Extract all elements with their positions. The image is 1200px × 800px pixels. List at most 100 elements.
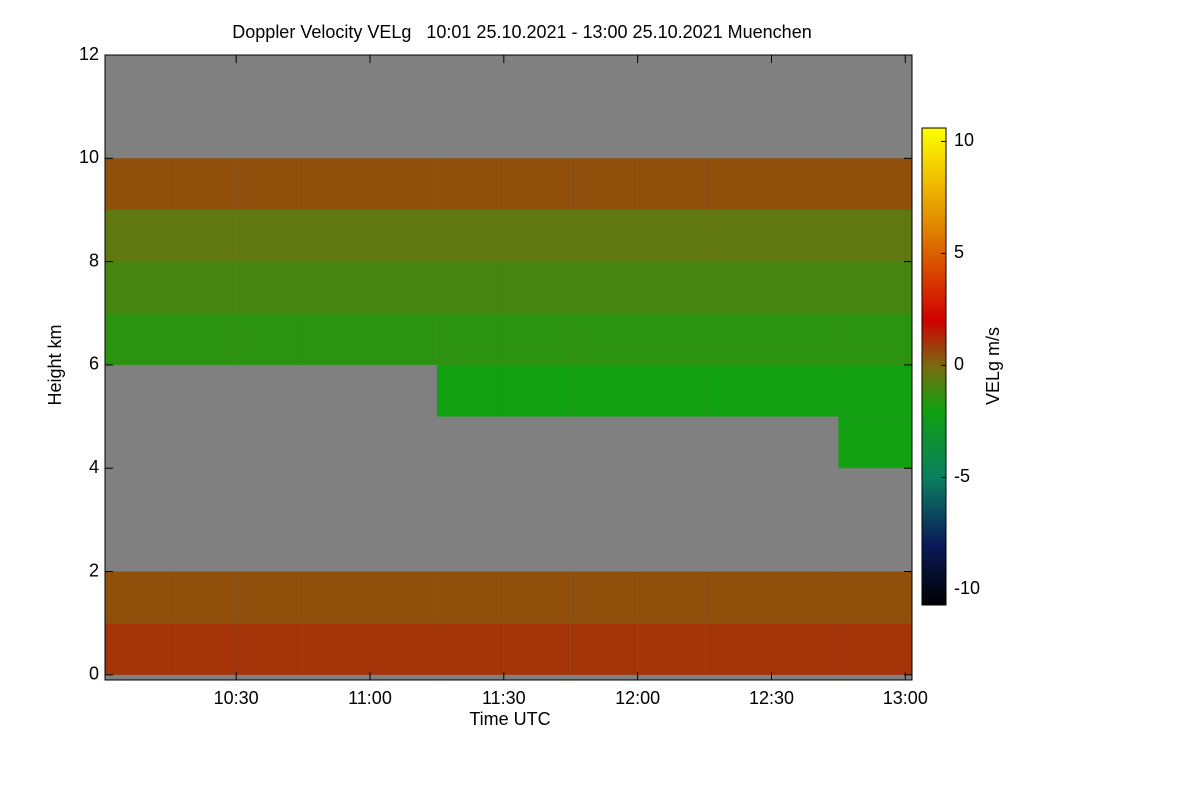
- heatmap-cell: [771, 623, 839, 675]
- heatmap-cell: [436, 158, 504, 210]
- colorbar-label: VELg m/s: [983, 327, 1003, 405]
- heatmap-cell: [838, 364, 912, 417]
- heatmap-cell: [169, 209, 237, 262]
- heatmap-cell: [637, 261, 705, 314]
- heatmap-cell: [369, 623, 437, 675]
- heatmap-cell: [169, 158, 237, 210]
- y-tick-label: 2: [89, 560, 99, 580]
- heatmap-cell: [704, 571, 772, 624]
- heatmap-cell: [369, 158, 437, 210]
- heatmap-cell: [369, 313, 437, 365]
- heatmap-cell: [169, 571, 237, 624]
- heatmap-cell: [771, 209, 839, 262]
- heatmap-cell: [436, 313, 504, 365]
- heatmap-cell: [303, 623, 370, 675]
- x-axis-label: Time UTC: [469, 709, 550, 729]
- heatmap-cell: [369, 209, 437, 262]
- heatmap-cell: [637, 158, 705, 210]
- heatmap-cell: [503, 158, 571, 210]
- heatmap-cell: [303, 261, 370, 314]
- heatmap-cell: [838, 416, 912, 469]
- y-tick-label: 4: [89, 457, 99, 477]
- heatmap-cell: [303, 158, 370, 210]
- heatmap-cell: [704, 364, 772, 417]
- heatmap-cell: [236, 571, 304, 624]
- heatmap-cell: [105, 313, 170, 365]
- heatmap-cell: [236, 261, 304, 314]
- heatmap-cell: [105, 209, 170, 262]
- heatmap-cell: [637, 364, 705, 417]
- y-tick-label: 0: [89, 664, 99, 684]
- heatmap-cell: [503, 313, 571, 365]
- colorbar-tick-label: -5: [954, 466, 970, 486]
- heatmap-cell: [771, 313, 839, 365]
- x-tick-label: 12:30: [749, 688, 794, 708]
- y-axis-label: Height km: [45, 324, 65, 405]
- heatmap-cell: [105, 158, 170, 210]
- x-tick-label: 11:30: [482, 688, 526, 708]
- heatmap-cell: [637, 209, 705, 262]
- heatmap-cell: [169, 313, 237, 365]
- heatmap-cell: [838, 209, 912, 262]
- heatmap-cell: [704, 158, 772, 210]
- heatmap-cell: [704, 623, 772, 675]
- heatmap-cell: [436, 623, 504, 675]
- heatmap-cell: [105, 571, 170, 624]
- colorbar-tick-label: 5: [954, 242, 964, 262]
- heatmap-cell: [503, 364, 571, 417]
- heatmap-cell: [236, 209, 304, 262]
- heatmap-cell: [436, 571, 504, 624]
- heatmap-cell: [637, 623, 705, 675]
- plot-frame: [104, 54, 913, 681]
- colorbar-tick-label: 10: [954, 130, 974, 150]
- heatmap-cell: [503, 209, 571, 262]
- heatmap-cell: [436, 261, 504, 314]
- heatmap-cell: [838, 571, 912, 624]
- heatmap-cell: [436, 209, 504, 262]
- x-tick-label: 13:00: [883, 688, 928, 708]
- heatmap-cell: [303, 571, 370, 624]
- heatmap-cell: [637, 313, 705, 365]
- heatmap-cell: [838, 158, 912, 210]
- heatmap-cell: [771, 158, 839, 210]
- heatmap-cell: [838, 623, 912, 675]
- heatmap-cell: [570, 364, 638, 417]
- heatmap-cell: [771, 364, 839, 417]
- heatmap-cell: [503, 261, 571, 314]
- colorbar-tick-label: 0: [954, 354, 964, 374]
- heatmap-cell: [570, 623, 638, 675]
- heatmap-cell: [436, 364, 504, 417]
- heatmap-cell: [570, 571, 638, 624]
- heatmap-cell: [236, 623, 304, 675]
- heatmap-cell: [570, 209, 638, 262]
- heatmap-cell: [704, 261, 772, 314]
- heatmap-cell: [838, 313, 912, 365]
- heatmap-cell: [771, 571, 839, 624]
- heatmap-cell: [369, 261, 437, 314]
- heatmap-cell: [105, 261, 170, 314]
- heatmap-cell: [236, 313, 304, 365]
- y-tick-label: 8: [89, 250, 99, 270]
- heatmap-cell: [303, 313, 370, 365]
- y-tick-label: 12: [79, 44, 99, 64]
- heatmap-cell: [105, 623, 170, 675]
- chart-title: Doppler Velocity VELg 10:01 25.10.2021 -…: [232, 22, 811, 42]
- y-tick-label: 10: [79, 147, 99, 167]
- heatmap-cell: [771, 261, 839, 314]
- heatmap-cell: [236, 158, 304, 210]
- heatmap-cell: [169, 261, 237, 314]
- heatmap-cell: [369, 571, 437, 624]
- heatmap-cell: [570, 158, 638, 210]
- heatmap-cell: [303, 209, 370, 262]
- y-tick-label: 6: [89, 354, 99, 374]
- x-tick-label: 11:00: [348, 688, 392, 708]
- heatmap-cell: [503, 571, 571, 624]
- heatmap-cell: [838, 261, 912, 314]
- heatmap-cell: [570, 261, 638, 314]
- heatmap-cell: [637, 571, 705, 624]
- heatmap-cell: [503, 623, 571, 675]
- heatmap-cell: [169, 623, 237, 675]
- heatmap-cell: [704, 209, 772, 262]
- heatmap-cell: [704, 313, 772, 365]
